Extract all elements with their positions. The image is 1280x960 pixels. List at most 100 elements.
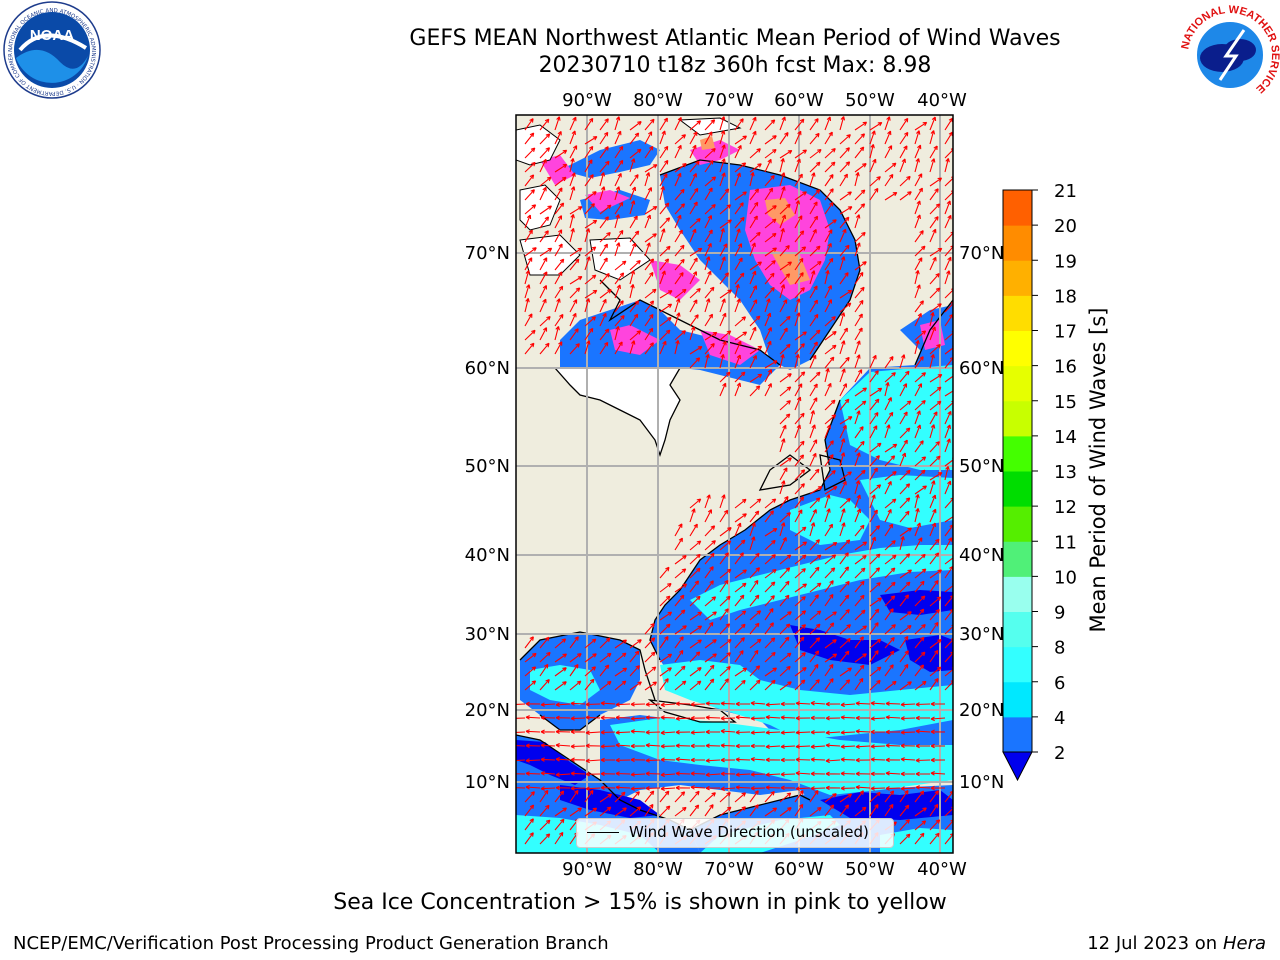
- wind-wave-arrow: [689, 357, 701, 369]
- wind-wave-arrow: [539, 651, 551, 663]
- wind-wave-arrow: [570, 716, 586, 721]
- wind-wave-arrow: [914, 469, 926, 481]
- wind-wave-arrow: [809, 452, 817, 467]
- lat-label-right: 70°N: [959, 243, 1004, 264]
- wind-wave-arrow: [585, 786, 601, 791]
- wind-wave-arrow: [599, 160, 610, 173]
- wind-wave-arrow: [659, 678, 669, 691]
- wind-wave-arrow: [914, 568, 927, 579]
- wind-wave-arrow: [524, 342, 535, 355]
- wind-wave-arrow: [599, 186, 606, 201]
- wind-wave-arrow: [944, 410, 952, 425]
- credit-left: NCEP/EMC/Verification Post Processing Pr…: [13, 933, 609, 954]
- wind-wave-arrow: [824, 414, 837, 425]
- wind-wave-arrow: [689, 498, 702, 509]
- wind-wave-arrow: [929, 678, 939, 691]
- wind-wave-arrow: [930, 701, 945, 707]
- wind-wave-arrow: [794, 610, 807, 621]
- wind-wave-arrow: [704, 509, 712, 523]
- wind-wave-arrow: [540, 702, 556, 707]
- wind-wave-arrow: [584, 316, 597, 327]
- wind-wave-arrow: [944, 190, 953, 201]
- wind-wave-arrow: [929, 569, 942, 579]
- wind-wave-arrow: [885, 729, 900, 735]
- wind-wave-arrow: [779, 386, 792, 397]
- wind-wave-arrow: [824, 567, 836, 579]
- wind-wave-arrow: [749, 130, 757, 145]
- wind-wave-arrow: [824, 330, 837, 341]
- wind-wave-arrow: [809, 790, 819, 803]
- wind-wave-arrow: [944, 480, 952, 495]
- lat-label-right: 40°N: [959, 545, 1004, 566]
- wind-wave-arrow: [749, 231, 761, 243]
- colorbar-tick-label: 15: [1054, 392, 1077, 413]
- wind-wave-arrow: [914, 456, 927, 467]
- wind-wave-arrow: [884, 608, 894, 621]
- wind-wave-arrow: [899, 411, 908, 425]
- wind-wave-arrow: [854, 594, 865, 607]
- wind-wave-arrow: [749, 373, 763, 383]
- wind-wave-arrow: [899, 483, 911, 495]
- wind-wave-arrow: [839, 216, 850, 229]
- wind-wave-arrow: [749, 116, 757, 131]
- lat-label-left: 60°N: [465, 358, 510, 379]
- wind-wave-arrow: [614, 214, 620, 229]
- wind-wave-arrow: [944, 424, 951, 439]
- wind-wave-arrow: [749, 385, 761, 397]
- wind-wave-arrow: [840, 702, 856, 708]
- wind-wave-arrow: [885, 770, 901, 776]
- wind-wave-arrow: [765, 730, 781, 735]
- wind-wave-arrow: [735, 785, 751, 790]
- wind-wave-arrow: [794, 583, 807, 593]
- wind-wave-arrow: [614, 667, 628, 677]
- lon-labels-top: 90°W 80°W 70°W 60°W 50°W 40°W: [562, 90, 967, 111]
- wind-wave-arrow: [854, 555, 867, 565]
- lat-label-left: 30°N: [465, 624, 510, 645]
- wind-wave-arrow: [899, 145, 908, 159]
- wind-wave-arrow: [629, 665, 640, 677]
- wind-wave-arrow: [584, 145, 594, 159]
- wind-wave-arrow: [914, 623, 926, 635]
- wind-wave-arrow: [780, 757, 795, 763]
- wind-wave-arrow: [734, 610, 747, 621]
- wind-wave-arrow: [794, 312, 801, 327]
- wind-wave-arrow: [570, 786, 586, 791]
- wind-wave-arrow: [824, 508, 831, 523]
- wind-wave-arrow: [869, 130, 876, 145]
- wind-wave-arrow: [749, 552, 760, 565]
- wind-wave-arrow: [629, 284, 635, 299]
- wind-wave-arrow: [554, 681, 567, 691]
- wind-wave-arrow: [869, 650, 879, 663]
- colorbar-extend-arrow: [1002, 751, 1033, 782]
- wind-wave-arrow: [584, 174, 594, 187]
- wind-wave-arrow: [764, 568, 777, 579]
- wind-wave-arrow: [719, 623, 731, 635]
- wind-wave-arrow: [644, 145, 654, 159]
- wind-wave-arrow: [554, 271, 563, 285]
- wind-wave-arrow: [809, 341, 818, 355]
- wind-wave-arrow: [765, 785, 781, 790]
- wind-wave-arrow: [749, 270, 757, 285]
- wind-wave-arrow: [899, 510, 910, 523]
- wind-wave-arrow: [855, 771, 871, 777]
- wind-wave-arrow: [824, 161, 836, 173]
- wind-wave-arrow: [524, 818, 534, 831]
- wind-wave-arrow: [900, 743, 916, 749]
- wind-wave-arrow: [929, 441, 940, 453]
- wind-wave-arrow: [809, 594, 819, 607]
- wind-wave-arrow: [569, 287, 581, 299]
- wind-wave-arrow: [555, 756, 571, 762]
- wind-wave-arrow: [599, 231, 611, 243]
- wind-wave-arrow: [854, 400, 867, 411]
- wind-wave-arrow: [569, 299, 578, 313]
- wind-wave-arrow: [569, 206, 583, 215]
- wind-wave-arrow: [539, 285, 547, 299]
- wind-wave-arrow: [869, 187, 879, 201]
- wind-wave-arrow: [554, 667, 567, 677]
- wind-wave-arrow: [540, 729, 556, 735]
- wind-wave-arrow: [884, 567, 896, 579]
- wind-wave-arrow: [824, 316, 836, 327]
- wind-wave-arrow: [599, 289, 612, 299]
- wind-wave-arrow: [585, 743, 601, 749]
- wind-wave-arrow: [764, 187, 774, 201]
